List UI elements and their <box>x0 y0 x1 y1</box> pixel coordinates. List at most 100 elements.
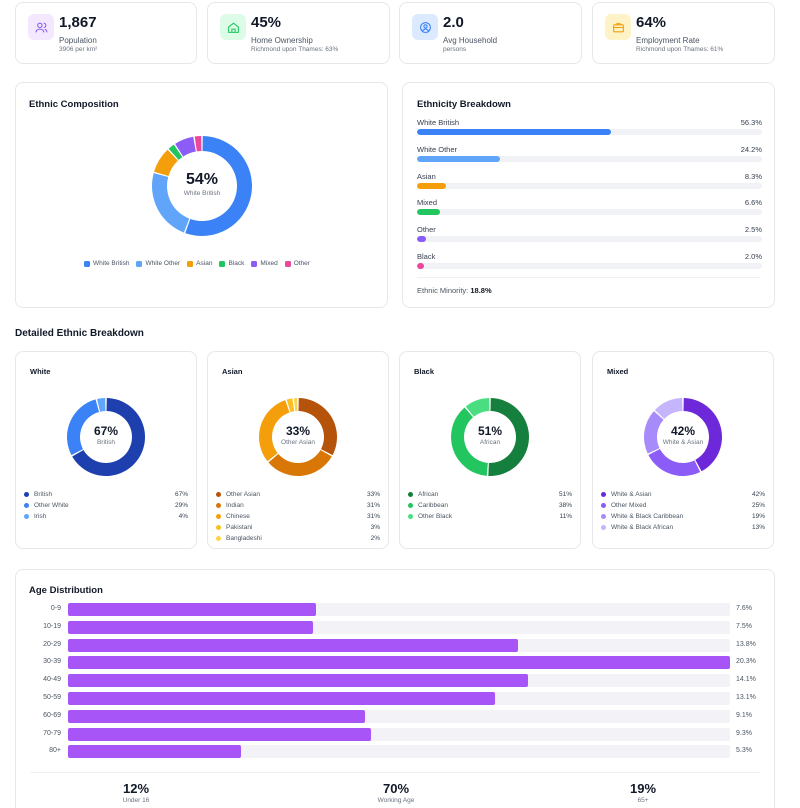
detail-name: African <box>418 491 439 498</box>
white-slice-irish[interactable] <box>97 398 106 412</box>
legend-item[interactable]: Mixed <box>251 260 278 267</box>
age-bar[interactable] <box>68 692 496 705</box>
age-pct: 13.1% <box>736 694 756 701</box>
mixed-slice-white-asian[interactable] <box>683 398 722 472</box>
detail-name: Other Black <box>418 513 452 520</box>
age-label: 60-69 <box>43 711 61 719</box>
legend-item[interactable]: White Other <box>136 260 180 267</box>
age-row: 40-49 14.1% <box>16 674 776 688</box>
age-track <box>68 656 730 670</box>
ethnic-slice-asian[interactable] <box>154 149 178 176</box>
age-track <box>68 603 730 616</box>
stat-card-avg-household: 2.0 Avg Household persons <box>399 2 582 64</box>
card-title: Mixed <box>607 367 629 376</box>
age-row: 10-19 7.5% <box>16 620 776 635</box>
ethnic-slice-mixed[interactable] <box>175 136 196 157</box>
card-title: Asian <box>222 367 243 376</box>
breakdown-row: Black 2.0% <box>417 252 762 272</box>
ethnic-slice-black[interactable] <box>168 144 183 160</box>
black-slice-other-black[interactable] <box>465 398 490 417</box>
black-slice-caribbean[interactable] <box>451 407 488 476</box>
stat-value: 2.0 <box>443 14 464 31</box>
detail-name: Pakistani <box>226 524 253 531</box>
age-bar[interactable] <box>68 656 730 670</box>
ethnic-composition-donut <box>152 136 252 236</box>
stat-label: Avg Household <box>443 36 498 45</box>
age-track <box>68 727 730 741</box>
ethnic-composition-card: Ethnic Composition 54% White British Whi… <box>15 82 388 308</box>
age-pct: 14.1% <box>736 676 756 684</box>
age-label: 0-9 <box>50 605 61 612</box>
asian-slice-indian[interactable] <box>268 449 332 476</box>
age-divider <box>30 772 760 773</box>
legend-dot <box>408 514 413 519</box>
stat-value: 45% <box>251 14 282 31</box>
detail-pct: 11% <box>559 513 572 520</box>
mixed-slice-white-black-caribbean[interactable] <box>644 411 664 454</box>
detail-card-black: Black 51% African African 51% Caribbean 38% O… <box>399 351 581 549</box>
detail-pct: 51% <box>558 491 572 498</box>
asian-slice-bangladeshi[interactable] <box>293 398 298 412</box>
asian-slice-pakistani[interactable] <box>286 398 295 413</box>
breakdown-name: Black <box>417 252 436 261</box>
legend-dot <box>408 503 413 508</box>
age-track <box>68 692 730 705</box>
age-summary-value: 70% <box>382 781 410 796</box>
stat-label: Employment Rate <box>636 36 700 45</box>
detail-name: White & Black Caribbean <box>611 513 684 520</box>
ethnic-minority-value: 18.8% <box>470 286 492 295</box>
black-slice-african[interactable] <box>488 398 529 476</box>
age-bar[interactable] <box>68 620 313 634</box>
legend-item[interactable]: Black <box>219 260 244 267</box>
ethnicity-breakdown-card: Ethnicity Breakdown White British 56.3% … <box>402 82 775 308</box>
donut-legend: White British White Other Asian Black Mixed O… <box>84 260 310 267</box>
breakdown-bar <box>417 263 424 269</box>
legend-swatch <box>251 260 258 267</box>
breakdown-bar <box>417 129 612 135</box>
age-row: 30-39 20.3% <box>16 656 776 670</box>
ethnic-slice-white-other[interactable] <box>152 173 190 233</box>
mixed-slice-other-mixed[interactable] <box>648 449 701 476</box>
age-bar[interactable] <box>68 603 316 616</box>
breakdown-name: Mixed <box>417 198 438 208</box>
detail-row: Indian 31% <box>216 500 380 511</box>
ethnic-slice-other[interactable] <box>194 136 202 152</box>
age-row: 70-79 9.3% <box>16 727 776 742</box>
age-summary-label: Under 16 <box>122 797 150 804</box>
donut-center-label: African <box>479 439 501 446</box>
asian-slice-other-asian[interactable] <box>298 398 337 456</box>
ethnic-slice-white-british[interactable] <box>185 136 252 236</box>
legend-label: White Other <box>145 260 181 267</box>
legend-label: Other <box>293 260 310 267</box>
age-pct: 7.5% <box>736 622 752 630</box>
age-bar[interactable] <box>68 674 528 688</box>
age-bar[interactable] <box>68 727 372 741</box>
age-bar[interactable] <box>68 709 365 723</box>
home-icon <box>220 14 246 40</box>
detail-donut <box>451 398 529 476</box>
age-bar[interactable] <box>68 745 241 759</box>
age-track <box>68 674 730 688</box>
age-bar[interactable] <box>68 638 519 652</box>
age-summary: 19% 65+ <box>583 781 703 804</box>
age-pct: 13.8% <box>736 640 756 648</box>
legend-item[interactable]: Other <box>284 260 310 267</box>
legend-item[interactable]: White British <box>84 260 129 267</box>
breakdown-row: White British 56.3% <box>417 118 762 138</box>
detail-pct: 25% <box>751 502 765 509</box>
mixed-slice-white-black-african[interactable] <box>654 398 683 419</box>
breakdown-row: Mixed 6.6% <box>417 198 762 218</box>
section-title-detailed: Detailed Ethnic Breakdown <box>15 328 144 339</box>
age-pct: 5.3% <box>736 747 752 755</box>
age-label: 40-49 <box>43 676 61 684</box>
legend-dot <box>216 525 221 530</box>
white-slice-british[interactable] <box>72 398 145 476</box>
detail-pct: 3% <box>370 524 380 531</box>
legend-item[interactable]: Asian <box>187 260 212 267</box>
detail-row: White & Asian 42% <box>601 489 765 500</box>
donut-center-label: British <box>96 439 116 446</box>
age-pct: 20.3% <box>736 658 756 666</box>
white-slice-other-white[interactable] <box>67 399 100 456</box>
asian-slice-chinese[interactable] <box>259 400 290 462</box>
card-title: Black <box>414 367 435 376</box>
